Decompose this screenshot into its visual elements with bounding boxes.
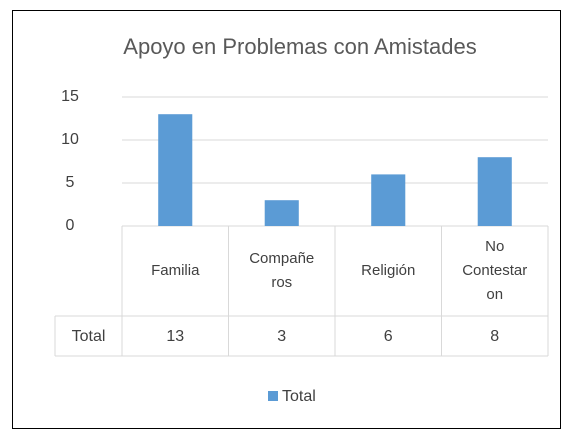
row-header: Total (72, 328, 106, 345)
y-tick-label: 0 (66, 217, 75, 234)
y-tick-label: 15 (61, 88, 79, 105)
category-cell: Compañeros (249, 250, 315, 291)
bar (264, 200, 299, 226)
x-tick-label: No Contestaron (462, 238, 528, 303)
bar (158, 114, 193, 226)
y-tick-label: 5 (66, 174, 75, 191)
category-cell: Familia (151, 262, 200, 279)
table-value: 8 (490, 328, 499, 345)
y-tick-label: 10 (61, 131, 79, 148)
category-cell: Religión (361, 262, 416, 279)
bar (371, 174, 406, 226)
x-tick-label: Familia (151, 262, 200, 279)
table-value: 6 (384, 328, 393, 345)
bar (477, 157, 512, 226)
legend-swatch (268, 391, 278, 401)
legend-label: Total (282, 388, 316, 405)
x-tick-label: Compañeros (249, 250, 315, 291)
chart-title: Apoyo en Problemas con Amistades (123, 34, 476, 59)
x-tick-label: Religión (361, 262, 416, 279)
table-value: 13 (166, 328, 184, 345)
category-cell: No Contestaron (462, 238, 528, 303)
table-value: 3 (277, 328, 286, 345)
